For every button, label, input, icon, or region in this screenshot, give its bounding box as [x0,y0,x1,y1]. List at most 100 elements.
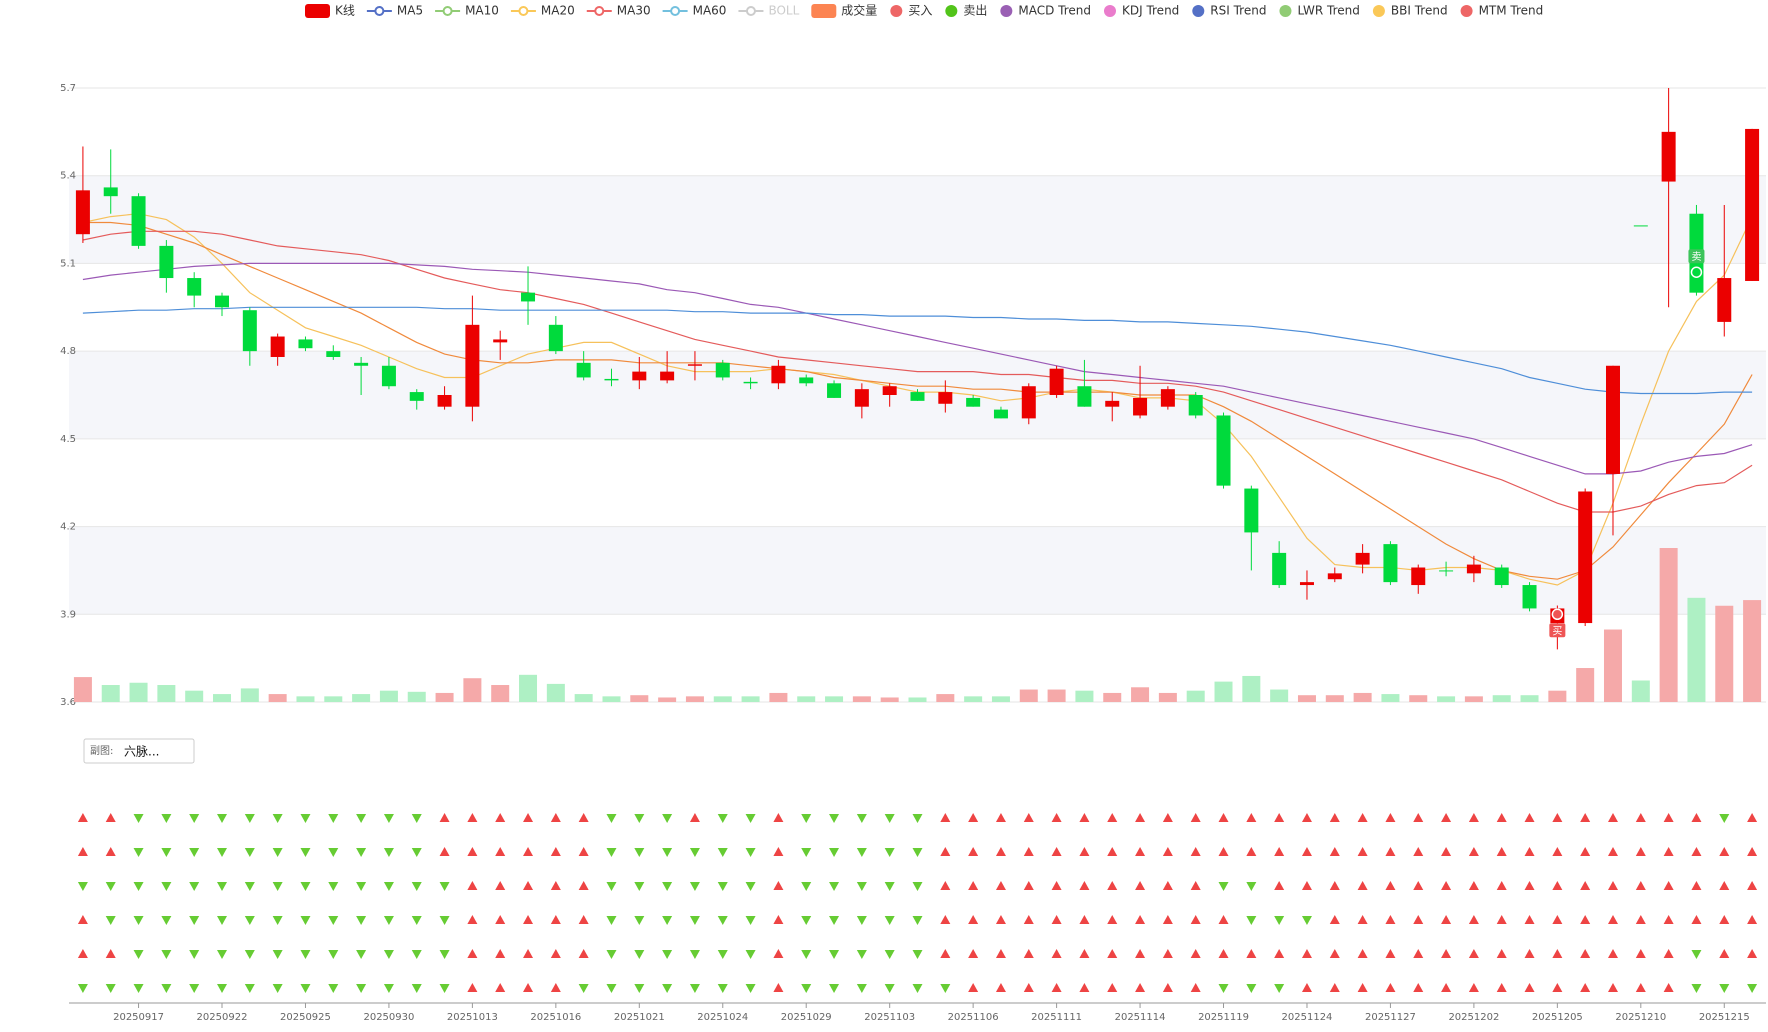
legend-item[interactable]: 成交量 [811,3,877,19]
legend-item[interactable]: MA10 [435,4,499,18]
signal-up [1357,881,1368,890]
selector-value[interactable]: 六脉... [124,744,159,759]
signal-up [773,813,784,822]
x-tick-label: 20250917 [113,1012,164,1023]
volume-bar [546,683,565,702]
legend-label[interactable]: BOLL [768,4,799,18]
signal-up [578,813,589,822]
signal-up [1607,949,1618,958]
volume-bar [741,696,760,702]
legend-item[interactable]: 卖出 [945,4,987,18]
legend-item[interactable]: BBI Trend [1372,4,1448,18]
selector-box[interactable] [83,738,195,764]
legend-item[interactable]: MTM Trend [1460,4,1544,18]
signal-down [411,916,422,925]
legend-icon [1192,5,1205,17]
signal-label: 买 [1552,625,1562,637]
legend-item[interactable]: MA20 [510,4,575,18]
legend-item[interactable]: KDJ Trend [1103,4,1179,18]
legend-label[interactable]: BBI Trend [1391,4,1448,18]
volume-bar [574,694,593,702]
signal-up [550,983,561,992]
x-tick-label: 20251021 [614,1012,665,1023]
signal-up [1468,915,1479,924]
volume-bar [1186,690,1205,702]
volume-bar [1687,597,1706,702]
legend-item[interactable]: 买入 [890,4,932,18]
candle-body [1411,567,1426,586]
signal-down [356,814,367,823]
signal-down [884,916,895,925]
legend-label[interactable]: 卖出 [963,4,987,18]
legend-label[interactable]: KDJ Trend [1122,4,1179,18]
signal-up [1691,881,1702,890]
legend-item[interactable]: MA5 [366,4,423,18]
legend-label[interactable]: LWR Trend [1297,4,1359,18]
legend-label[interactable]: MACD Trend [1018,4,1091,18]
signal-down [689,882,700,891]
signal-down [356,848,367,857]
legend-icon [1103,5,1116,17]
candle-body [1049,368,1064,395]
legend-label[interactable]: MA5 [397,4,423,18]
signal-label: 卖 [1691,251,1701,263]
signal-down [411,814,422,823]
legend-icon [745,6,756,16]
signal-down [745,814,756,823]
candle-body [1578,491,1593,624]
legend-item[interactable]: LWR Trend [1279,4,1360,18]
candle-body [1661,131,1676,182]
signal-up [1023,915,1034,924]
x-tick-label: 20250925 [280,1012,331,1023]
signal-up [439,813,450,822]
signal-down [272,950,283,959]
legend-label[interactable]: MA20 [541,4,575,18]
signal-down [383,882,394,891]
grid-band [69,526,1766,615]
legend-label[interactable]: MTM Trend [1479,4,1544,18]
legend-item[interactable]: BOLL [738,4,800,18]
signal-up [1329,983,1340,992]
candle-body [1327,573,1342,580]
legend-item[interactable]: RSI Trend [1192,4,1266,18]
signal-down [217,814,228,823]
signal-up [689,813,700,822]
signal-up [1580,915,1591,924]
legend-label[interactable]: RSI Trend [1210,4,1266,18]
signal-down [829,984,840,993]
signal-up [940,847,951,856]
legend-label[interactable]: MA60 [693,4,727,18]
signal-down [1246,916,1257,925]
signal-down [606,984,617,993]
legend-label[interactable]: K线 [335,4,355,18]
signal-up [77,949,88,958]
signal-up [550,881,561,890]
signal-up [1135,949,1146,958]
legend-item[interactable]: MA30 [586,4,651,18]
legend-item[interactable]: MA60 [662,4,727,18]
signal-down [272,984,283,993]
signal-up [578,881,589,890]
legend-label[interactable]: 买入 [908,4,932,18]
legend-label[interactable]: MA10 [465,4,499,18]
signal-up [495,813,506,822]
volume-bar [602,696,621,702]
legend-item[interactable]: MACD Trend [1000,4,1091,18]
signal-up [1747,881,1758,890]
volume-bar [352,694,371,702]
legend-item[interactable]: K线 [305,4,355,19]
candle-body [131,196,146,246]
sub-panel-selector[interactable]: 副图: 六脉... [83,738,195,764]
signal-up [1051,813,1062,822]
legend-label[interactable]: MA30 [617,4,651,18]
x-tick-label: 20251016 [530,1012,581,1023]
signal-up [550,813,561,822]
signal-up [1468,847,1479,856]
signal-up [495,847,506,856]
legend-icon [890,5,903,17]
legend-label[interactable]: 成交量 [841,3,877,18]
volume-bar [157,685,176,702]
signal-up [1162,847,1173,856]
legend-icon [305,4,330,18]
